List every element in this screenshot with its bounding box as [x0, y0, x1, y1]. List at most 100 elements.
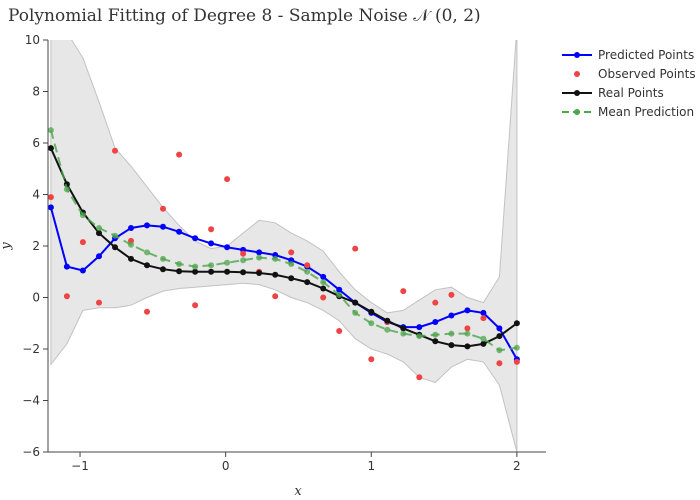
mean-prediction-point	[304, 268, 311, 275]
legend-item: Observed Points	[574, 67, 696, 81]
observed-points-point	[352, 245, 359, 252]
observed-points-point	[96, 299, 102, 306]
y-tick-label: 6	[32, 136, 40, 150]
y-tick-label: 0	[32, 291, 40, 305]
mean-prediction-point	[128, 241, 134, 248]
mean-prediction-point	[192, 263, 199, 270]
real-points-point	[288, 275, 295, 282]
real-points-point	[496, 333, 503, 340]
predicted-points-point	[432, 319, 439, 325]
real-points-point	[272, 271, 279, 278]
mean-prediction-point	[288, 261, 295, 267]
mean-prediction-point	[144, 249, 150, 256]
observed-points-point	[336, 328, 343, 334]
real-points-point	[112, 244, 118, 251]
predicted-points-point	[448, 312, 455, 319]
mean-prediction-point	[176, 261, 183, 267]
predicted-points-point	[176, 228, 183, 235]
observed-points-point	[400, 288, 407, 295]
predicted-points-point	[96, 253, 102, 260]
legend-item: Mean Prediction	[562, 105, 694, 119]
predicted-points-point	[320, 273, 327, 280]
x-tick-label: 1	[367, 459, 375, 473]
legend-swatch-marker	[574, 52, 580, 58]
observed-points-point	[448, 291, 455, 298]
y-tick-label: −2	[22, 342, 40, 356]
observed-points-point	[240, 250, 247, 257]
y-tick-label: 8	[32, 85, 40, 99]
legend-label: Observed Points	[598, 67, 696, 81]
predicted-points-point	[208, 240, 215, 247]
real-points-point	[256, 270, 263, 276]
real-points-point	[160, 266, 166, 273]
predicted-points-point	[224, 244, 231, 251]
observed-points-point	[304, 262, 311, 269]
legend-label: Real Points	[598, 86, 664, 100]
predicted-points-point	[464, 307, 471, 314]
legend-item: Predicted Points	[562, 48, 694, 62]
predicted-points-point	[79, 267, 86, 274]
real-points-point	[368, 308, 375, 315]
real-points-point	[128, 255, 134, 262]
mean-prediction-point	[336, 291, 343, 298]
real-points-point	[464, 343, 471, 350]
legend-swatch-marker	[574, 90, 580, 96]
real-points-point	[448, 342, 455, 349]
x-tick-label: 0	[222, 459, 230, 473]
mean-prediction-point	[112, 232, 118, 239]
mean-prediction-point	[240, 257, 247, 264]
real-points-point	[320, 285, 327, 292]
mean-prediction-point	[400, 330, 407, 337]
mean-prediction-point	[208, 262, 215, 269]
real-points-point	[208, 268, 215, 275]
real-points-point	[48, 145, 54, 152]
legend-item: Real Points	[562, 86, 664, 100]
observed-points-point	[496, 360, 503, 367]
x-tick-label: −1	[71, 459, 89, 473]
mean-prediction-point	[480, 335, 487, 342]
mean-prediction-point	[96, 225, 102, 231]
observed-points-point	[513, 358, 520, 365]
y-axis-title: y	[0, 242, 14, 251]
mean-prediction-point	[79, 212, 86, 219]
real-points-point	[352, 299, 359, 306]
mean-prediction-point	[256, 254, 263, 261]
observed-points-point	[192, 302, 199, 309]
legend-swatch-marker	[574, 71, 580, 77]
predicted-points-point	[496, 325, 503, 332]
legend-label: Mean Prediction	[598, 105, 694, 119]
observed-points-point	[368, 356, 375, 363]
legend: Predicted Points Observed Points Real Poin…	[562, 48, 696, 119]
mean-prediction-point	[352, 309, 359, 316]
mean-prediction-point	[513, 344, 520, 351]
real-points-point	[513, 320, 520, 327]
real-points-point	[240, 269, 247, 276]
y-tick-label: 10	[25, 33, 40, 47]
mean-prediction-point	[224, 259, 231, 266]
real-points-point	[432, 338, 439, 345]
mean-prediction-point	[384, 326, 391, 333]
observed-points-point	[208, 226, 215, 233]
plot-area: −1 0 1 2 −6 −4 −2 0 2 4 6 8 10	[22, 33, 546, 473]
mean-prediction-point	[464, 330, 471, 337]
y-tick-label: −4	[22, 394, 40, 408]
mean-prediction-point	[320, 279, 327, 286]
mean-prediction-point	[448, 330, 455, 337]
predicted-points-point	[192, 235, 199, 242]
observed-points-point	[464, 325, 471, 332]
real-points-point	[400, 325, 407, 332]
real-points-point	[144, 262, 150, 269]
observed-points-point	[480, 315, 487, 322]
chart-title: Polynomial Fitting of Degree 8 - Sample …	[8, 6, 481, 26]
observed-points-point	[79, 239, 86, 246]
observed-points-point	[320, 294, 327, 301]
real-points-point	[96, 230, 102, 237]
observed-points-point	[160, 205, 166, 212]
observed-points-point	[48, 194, 54, 201]
predicted-points-point	[160, 223, 166, 230]
predicted-points-point	[480, 309, 487, 316]
predicted-points-point	[128, 225, 134, 231]
observed-points-point	[272, 293, 279, 300]
mean-prediction-point	[432, 331, 439, 338]
